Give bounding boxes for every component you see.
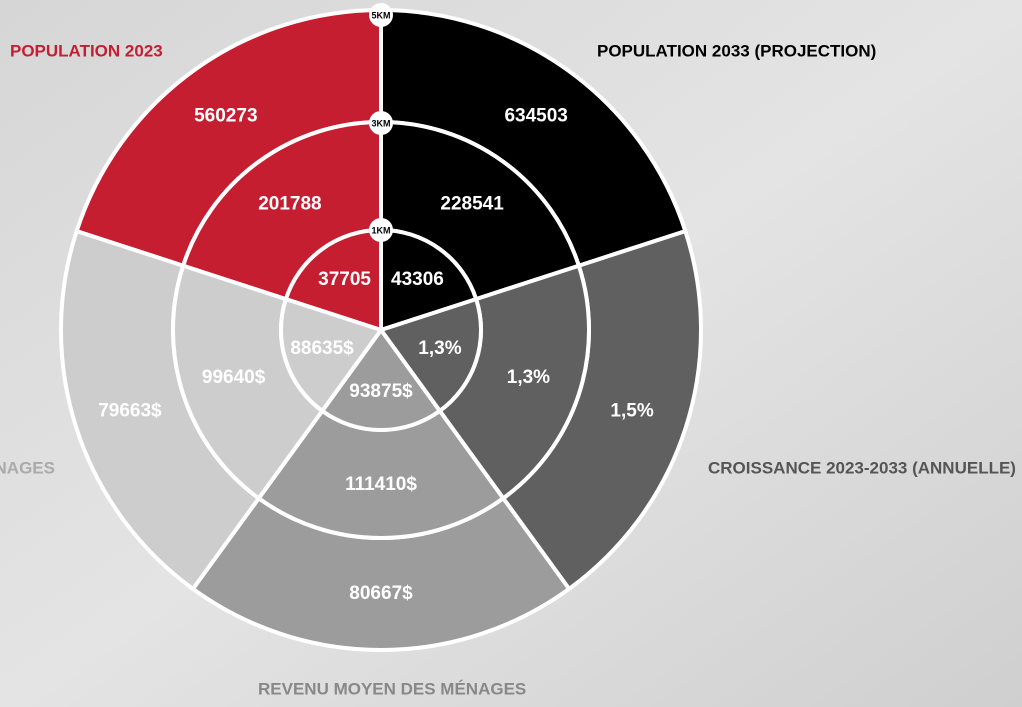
segment-value: 1,3% xyxy=(418,338,461,359)
segment-value: 201788 xyxy=(258,194,321,215)
segment-value: 634503 xyxy=(504,105,567,126)
segment-value: 43306 xyxy=(391,269,444,290)
ring-label: 5KM xyxy=(371,10,390,20)
segment-value: 228541 xyxy=(440,194,504,215)
sector-label: CROISSANCE 2023-2033 (ANNUELLE) xyxy=(708,458,1016,477)
ring-label: 1KM xyxy=(371,225,390,235)
segment-value: 1,3% xyxy=(507,367,550,388)
ring-label: 3KM xyxy=(371,118,390,128)
segment-value: 79663$ xyxy=(98,401,162,422)
segment-value: 111410$ xyxy=(345,474,417,495)
infographic: 560273 201788 37705 634503 228541 43306 1,5% 1,… xyxy=(0,0,1022,707)
sector-label: POPULATION 2023 xyxy=(10,41,163,60)
segment-value: 37705 xyxy=(318,269,371,290)
segment-value: 88635$ xyxy=(290,338,354,359)
segment-value: 80667$ xyxy=(349,583,413,604)
sector-label: POPULATION 2033 (PROJECTION) xyxy=(597,41,876,60)
segment-value: 1,5% xyxy=(610,401,653,422)
segment-value: 99640$ xyxy=(202,367,266,388)
segment-value: 560273 xyxy=(194,105,257,126)
sector-label: REVENU MOYEN DES MÉNAGES xyxy=(258,679,526,698)
segment-value: 93875$ xyxy=(349,381,413,402)
sector-label: NAGES xyxy=(0,458,55,477)
